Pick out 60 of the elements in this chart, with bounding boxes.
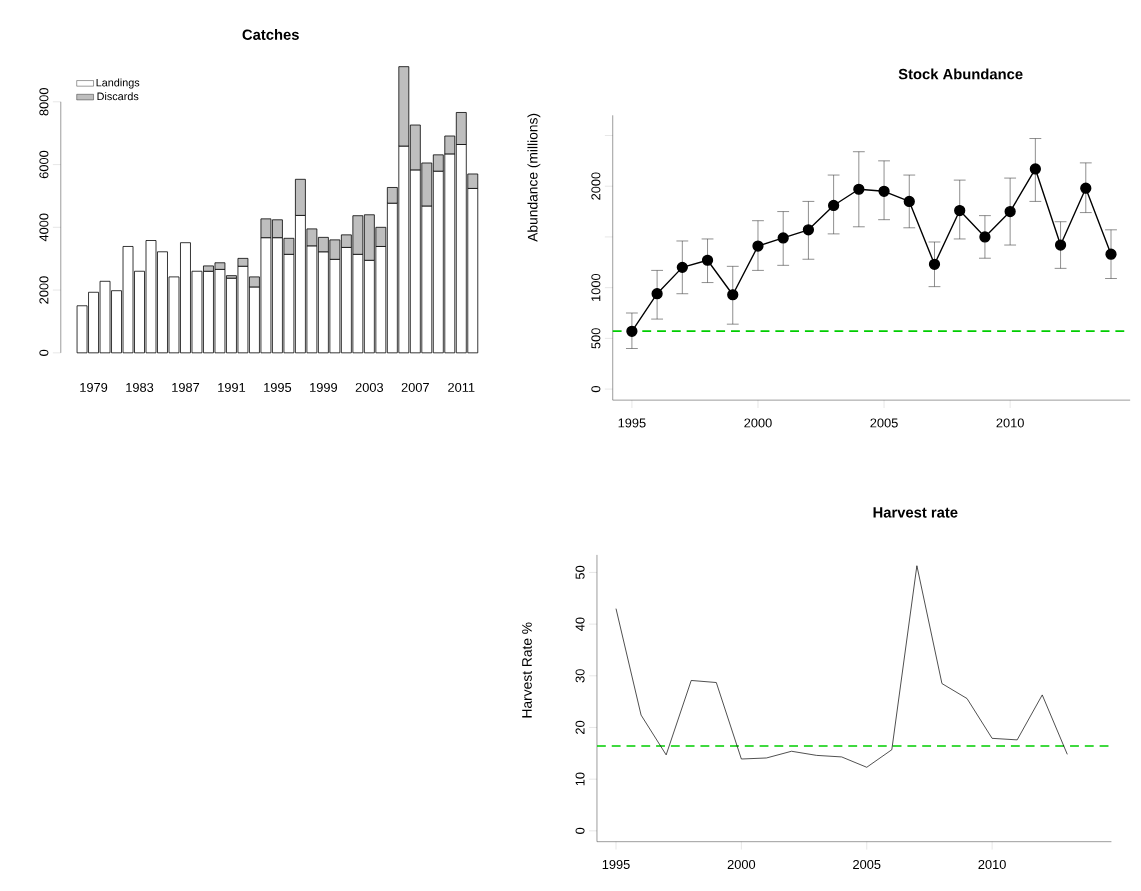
point: [878, 185, 890, 197]
point: [1054, 239, 1067, 251]
chart-title: Catches: [242, 29, 299, 40]
y-tick-label: 20: [575, 720, 585, 734]
x-tick-label: 2010: [996, 418, 1024, 428]
point: [828, 199, 840, 212]
point: [1105, 248, 1117, 260]
y-tick-label: 2000: [39, 276, 49, 304]
point: [701, 254, 714, 266]
point: [727, 289, 739, 301]
y-tick-label: 1000: [591, 273, 601, 301]
legend-label: Discards: [97, 92, 139, 101]
point: [777, 232, 789, 244]
x-tick-label: 2000: [744, 418, 772, 428]
point: [903, 195, 915, 208]
y-tick-label: 4000: [39, 213, 49, 242]
x-tick-label: 1995: [618, 418, 646, 428]
x-tick-label: 2007: [401, 382, 429, 393]
y-tick-label: 10: [575, 772, 585, 786]
x-tick-label: 1995: [264, 382, 292, 393]
y-axis-title: Harvest Rate %: [522, 622, 532, 718]
x-tick-label: 2011: [448, 382, 475, 393]
y-tick-label: 0: [39, 349, 49, 356]
point: [651, 288, 663, 300]
y-tick-label: 2000: [591, 172, 601, 200]
x-tick-label: 2005: [870, 418, 898, 428]
chart-title: Stock Abundance: [898, 68, 1023, 80]
point: [928, 258, 941, 270]
y-tick-label: 0: [575, 827, 585, 834]
y-tick-label: 30: [575, 669, 585, 683]
x-tick-label: 2010: [978, 859, 1006, 870]
point: [979, 231, 991, 243]
legend-label: Landings: [96, 78, 140, 89]
x-tick-label: 2000: [727, 859, 756, 870]
y-tick-label: 40: [575, 617, 585, 631]
point: [752, 240, 764, 252]
x-tick-label: 1983: [126, 382, 154, 393]
point: [626, 325, 638, 337]
point: [853, 183, 865, 195]
y-tick-label: 6000: [39, 150, 49, 179]
x-tick-label: 2003: [355, 382, 384, 393]
x-tick-label: 1995: [602, 859, 630, 870]
x-tick-label: 1999: [310, 382, 338, 393]
chart-title: Harvest rate: [873, 507, 958, 518]
x-tick-label: 1991: [218, 382, 246, 393]
point: [1080, 182, 1092, 194]
y-tick-label: 0: [591, 386, 601, 393]
line-series: [615, 565, 1068, 768]
point: [1004, 205, 1016, 218]
x-tick-label: 1979: [80, 382, 108, 393]
y-axis-title: Abundance (millions): [527, 113, 541, 242]
point: [676, 261, 688, 273]
y-tick-label: 8000: [39, 88, 49, 116]
y-tick-label: 50: [575, 565, 585, 580]
x-tick-label: 1987: [172, 382, 200, 393]
point: [1029, 163, 1041, 175]
point: [954, 204, 966, 217]
x-tick-label: 2005: [853, 859, 881, 870]
point: [802, 224, 815, 236]
y-tick-label: 500: [591, 328, 601, 349]
